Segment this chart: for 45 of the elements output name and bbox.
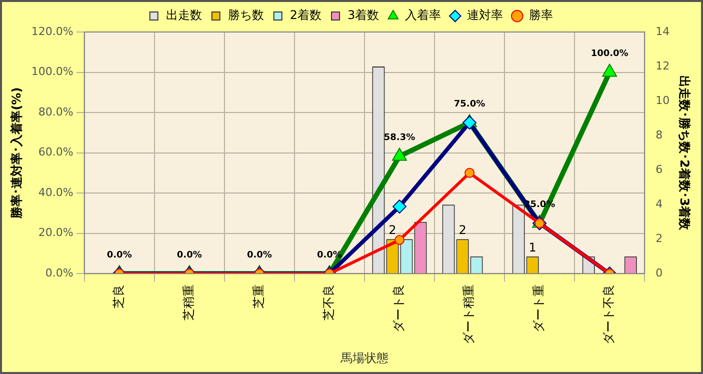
point bbox=[462, 116, 477, 130]
y2-tick-label: 0 bbox=[656, 266, 663, 280]
y-tick-label: 60.0% bbox=[38, 146, 74, 159]
y-tick-label: 80.0% bbox=[38, 105, 74, 118]
legend-label: 連対率 bbox=[467, 8, 504, 22]
x-tick-label: ダート良 bbox=[392, 284, 406, 333]
x-tick-label: 芝良 bbox=[111, 284, 126, 309]
y-axis-title: 勝率･連対率･入着率(%) bbox=[9, 87, 24, 220]
legend-label: 勝ち数 bbox=[228, 8, 264, 22]
y-tick-label: 0.0% bbox=[45, 266, 74, 280]
y2-tick-label: 4 bbox=[656, 197, 663, 210]
y2-tick-label: 10 bbox=[656, 94, 670, 107]
legend-label: 2着数 bbox=[290, 8, 322, 22]
y2-tick-label: 12 bbox=[656, 59, 670, 72]
y2-tick-label: 6 bbox=[656, 162, 663, 176]
data-label: 0.0% bbox=[176, 250, 202, 260]
legend-label: 入着率 bbox=[405, 8, 442, 22]
y-tick-label: 40.0% bbox=[38, 186, 74, 199]
x-tick-label: 芝重 bbox=[252, 284, 266, 309]
y-tick-label: 120.0% bbox=[31, 24, 74, 38]
x-tick-label: 芝稍重 bbox=[182, 284, 196, 321]
data-label: 0.0% bbox=[246, 250, 272, 260]
data-label: 58.3% bbox=[384, 133, 416, 144]
data-label: 2 bbox=[458, 223, 466, 238]
x-tick-label: ダート不良 bbox=[602, 284, 616, 345]
y2-tick-label: 2 bbox=[656, 232, 663, 245]
y2-tick-label: 14 bbox=[656, 24, 670, 38]
data-label: 2 bbox=[388, 223, 396, 238]
y2-tick-label: 8 bbox=[656, 128, 663, 142]
legend-label: 勝率 bbox=[529, 8, 554, 22]
y2-axis-title: 出走数･勝ち数･2着数･3着数 bbox=[678, 75, 692, 232]
y-tick-label: 20.0% bbox=[38, 226, 74, 240]
point bbox=[464, 168, 475, 178]
legend-label: 出走数 bbox=[166, 8, 202, 22]
x-tick-label: 芝不良 bbox=[322, 284, 336, 321]
data-label: 75.0% bbox=[454, 99, 486, 110]
point bbox=[392, 148, 407, 161]
data-label: 0.0% bbox=[106, 250, 132, 260]
x-tick-label: ダート稍重 bbox=[462, 284, 476, 345]
x-tick-label: ダート重 bbox=[532, 284, 546, 333]
data-label: 1 bbox=[528, 240, 536, 254]
legend-label: 3着数 bbox=[348, 8, 380, 22]
y-tick-label: 100.0% bbox=[31, 65, 74, 78]
x-axis-title: 馬場状態 bbox=[339, 350, 388, 365]
data-label: 100.0% bbox=[590, 49, 628, 60]
